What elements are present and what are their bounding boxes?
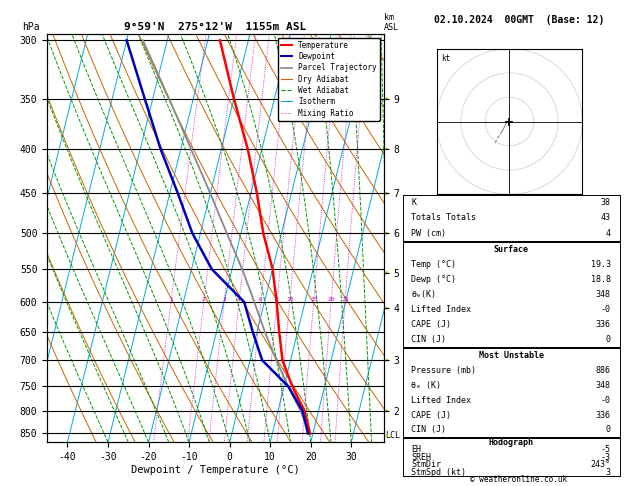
Text: -0: -0: [601, 396, 611, 405]
Text: 15: 15: [310, 297, 318, 302]
Text: CAPE (J): CAPE (J): [411, 411, 451, 420]
Text: 3: 3: [222, 297, 226, 302]
Text: 2: 2: [202, 297, 206, 302]
Text: 25: 25: [342, 297, 348, 302]
Text: StmSpd (kt): StmSpd (kt): [411, 468, 466, 477]
Text: 348: 348: [596, 290, 611, 299]
Text: -3: -3: [601, 453, 611, 462]
Text: 9°59'N  275°12'W  1155m ASL: 9°59'N 275°12'W 1155m ASL: [125, 22, 306, 32]
Text: 1: 1: [169, 297, 173, 302]
Text: 336: 336: [596, 320, 611, 330]
Text: 10: 10: [286, 297, 294, 302]
Text: K: K: [411, 198, 416, 208]
Text: -5: -5: [601, 445, 611, 454]
Text: EH: EH: [411, 445, 421, 454]
Text: Hodograph: Hodograph: [489, 438, 533, 447]
Text: Most Unstable: Most Unstable: [479, 351, 543, 361]
Text: 02.10.2024  00GMT  (Base: 12): 02.10.2024 00GMT (Base: 12): [434, 15, 604, 25]
Text: 6: 6: [259, 297, 263, 302]
Text: PW (cm): PW (cm): [411, 228, 446, 238]
Text: Temp (°C): Temp (°C): [411, 260, 456, 269]
Text: 0: 0: [606, 425, 611, 434]
Text: 336: 336: [596, 411, 611, 420]
Text: 4: 4: [237, 297, 241, 302]
Text: 20: 20: [327, 297, 335, 302]
Text: 8: 8: [275, 297, 279, 302]
Text: hPa: hPa: [22, 22, 40, 32]
Text: SREH: SREH: [411, 453, 431, 462]
Text: Lifted Index: Lifted Index: [411, 305, 471, 314]
Text: Pressure (mb): Pressure (mb): [411, 366, 476, 375]
Text: 43: 43: [601, 213, 611, 223]
Text: Dewp (°C): Dewp (°C): [411, 275, 456, 284]
Legend: Temperature, Dewpoint, Parcel Trajectory, Dry Adiabat, Wet Adiabat, Isotherm, Mi: Temperature, Dewpoint, Parcel Trajectory…: [277, 38, 380, 121]
Text: Totals Totals: Totals Totals: [411, 213, 476, 223]
Text: -0: -0: [601, 305, 611, 314]
Text: θₑ(K): θₑ(K): [411, 290, 437, 299]
X-axis label: Dewpoint / Temperature (°C): Dewpoint / Temperature (°C): [131, 465, 300, 475]
Text: Mixing Ratio (g/kg): Mixing Ratio (g/kg): [423, 194, 432, 282]
Text: Surface: Surface: [494, 244, 528, 254]
Text: 243°: 243°: [591, 460, 611, 469]
Text: 18.8: 18.8: [591, 275, 611, 284]
Text: 19.3: 19.3: [591, 260, 611, 269]
Text: km
ASL: km ASL: [384, 13, 399, 32]
Text: 886: 886: [596, 366, 611, 375]
Text: CIN (J): CIN (J): [411, 335, 446, 345]
Text: 4: 4: [606, 228, 611, 238]
Text: © weatheronline.co.uk: © weatheronline.co.uk: [470, 474, 567, 484]
Text: CIN (J): CIN (J): [411, 425, 446, 434]
Text: StmDir: StmDir: [411, 460, 441, 469]
Text: 0: 0: [606, 335, 611, 345]
Text: 3: 3: [606, 468, 611, 477]
Text: CAPE (J): CAPE (J): [411, 320, 451, 330]
Text: LCL: LCL: [385, 431, 400, 440]
Text: Lifted Index: Lifted Index: [411, 396, 471, 405]
Text: 348: 348: [596, 381, 611, 390]
Text: 38: 38: [601, 198, 611, 208]
Text: kt: kt: [442, 54, 451, 63]
Text: θₑ (K): θₑ (K): [411, 381, 441, 390]
